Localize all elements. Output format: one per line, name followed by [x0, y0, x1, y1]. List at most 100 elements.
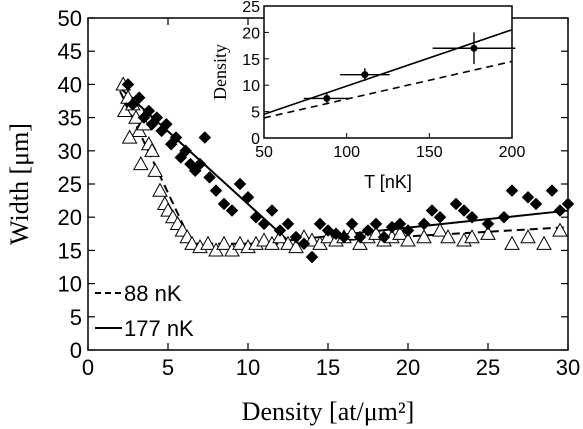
data-point-triangle: [416, 229, 432, 244]
data-point-triangle: [288, 239, 304, 254]
data-point-diamond: [529, 197, 543, 211]
data-point-diamond: [179, 144, 192, 158]
inset-data-points: [303, 32, 516, 104]
inset-plot-frame: [263, 5, 513, 139]
main-y-tick-label: 20: [58, 205, 82, 230]
data-point-diamond: [209, 184, 223, 197]
data-point-diamond: [497, 210, 511, 224]
inset-x-tick-label: 200: [499, 144, 526, 161]
data-point-diamond: [345, 217, 359, 231]
data-point-triangle: [152, 182, 168, 197]
inset-x-tick-label: 150: [416, 144, 443, 161]
data-point-triangle: [520, 229, 536, 244]
inset-y-tick-label: 15: [242, 52, 260, 69]
data-point-diamond: [193, 157, 207, 171]
data-point-triangle: [400, 232, 416, 247]
data-point-diamond: [160, 117, 173, 131]
inset-plot: 50 100 150 200 0 5 10 15 20 25 T [nK] Density: [210, 0, 525, 192]
main-y-tick-label: 45: [58, 39, 82, 64]
data-point-diamond: [257, 217, 271, 231]
inset-x-tick-label: 100: [333, 144, 360, 161]
data-point-diamond: [457, 204, 471, 217]
data-point-diamond: [289, 230, 303, 244]
data-point-diamond: [553, 204, 567, 217]
main-x-tick-label: 20: [396, 355, 420, 380]
data-point-diamond: [449, 197, 463, 211]
inset-line-solid: [263, 29, 513, 115]
inset-line-dashed: [263, 60, 513, 119]
data-point-diamond: [126, 97, 140, 111]
data-point-triangle: [504, 235, 520, 250]
data-point-diamond: [132, 91, 146, 105]
inset-y-tick-label: 0: [251, 131, 260, 148]
inset-y-tick-label: 10: [242, 78, 260, 95]
data-point-triangle: [232, 235, 248, 250]
data-point-diamond: [505, 184, 519, 197]
data-point-diamond: [150, 111, 164, 124]
data-point-diamond: [561, 197, 575, 211]
inset-x-axis-label: T [nK]: [364, 172, 412, 192]
data-point-triangle: [280, 235, 296, 250]
main-y-tick-label: 5: [70, 305, 82, 330]
data-point-diamond: [369, 217, 383, 231]
data-point-diamond: [198, 131, 212, 144]
main-y-tick-label: 40: [58, 72, 82, 97]
main-data-points: [115, 76, 575, 264]
legend-label-88nk: 88 nK: [124, 281, 182, 306]
data-point-diamond: [377, 230, 391, 244]
main-y-tick-label: 35: [58, 106, 82, 131]
main-x-tick-label: 15: [316, 355, 340, 380]
data-point-triangle: [440, 229, 456, 244]
main-y-tick-label: 50: [58, 6, 82, 31]
data-point-diamond: [142, 104, 156, 118]
data-point-diamond: [521, 190, 535, 204]
main-y-tick-label: 0: [70, 338, 82, 363]
data-point-triangle: [132, 156, 149, 171]
inset-x-tick-label: 50: [255, 144, 273, 161]
data-point-diamond: [241, 190, 255, 204]
data-point-diamond: [433, 210, 447, 224]
data-point-diamond: [121, 78, 135, 91]
main-x-tick-label: 25: [476, 355, 500, 380]
main-x-axis-label: Density [at/μm²]: [242, 397, 415, 426]
main-x-ticks: 0 5 10 15 20 25 30: [82, 18, 580, 380]
data-point-diamond: [417, 217, 431, 231]
inset-data-point: [323, 94, 331, 102]
data-point-triangle: [147, 162, 164, 177]
data-point-triangle: [144, 142, 160, 157]
data-point-triangle: [184, 235, 200, 250]
data-point-triangle: [432, 222, 448, 237]
data-point-triangle: [121, 129, 138, 144]
data-point-diamond: [203, 171, 216, 184]
data-point-diamond: [233, 177, 247, 191]
inset-data-point: [361, 71, 369, 79]
main-x-tick-label: 30: [556, 355, 580, 380]
data-point-diamond: [273, 224, 287, 237]
legend: 88 nK 177 nK: [95, 281, 194, 341]
data-point-diamond: [313, 217, 327, 231]
inset-y-tick-label: 20: [242, 25, 260, 42]
main-y-tick-label: 30: [58, 139, 82, 164]
data-point-triangle: [256, 232, 272, 247]
data-point-triangle: [480, 225, 496, 240]
data-point-diamond: [337, 230, 351, 244]
legend-label-177nk: 177 nK: [124, 316, 194, 341]
data-point-diamond: [217, 197, 231, 211]
main-x-tick-label: 10: [236, 355, 260, 380]
inset-y-axis-label: Density: [210, 44, 230, 100]
inset-y-ticks: 0 5 10 15 20 25: [242, 0, 269, 148]
data-point-diamond: [545, 184, 559, 197]
data-point-diamond: [265, 204, 279, 217]
data-point-diamond: [425, 204, 439, 217]
data-point-diamond: [361, 224, 375, 237]
main-y-tick-label: 15: [58, 238, 82, 263]
data-point-diamond: [225, 204, 239, 217]
data-point-triangle: [464, 229, 480, 244]
data-point-triangle: [552, 222, 568, 237]
data-point-diamond: [297, 237, 311, 251]
data-point-diamond: [401, 224, 415, 237]
data-point-diamond: [281, 217, 295, 231]
